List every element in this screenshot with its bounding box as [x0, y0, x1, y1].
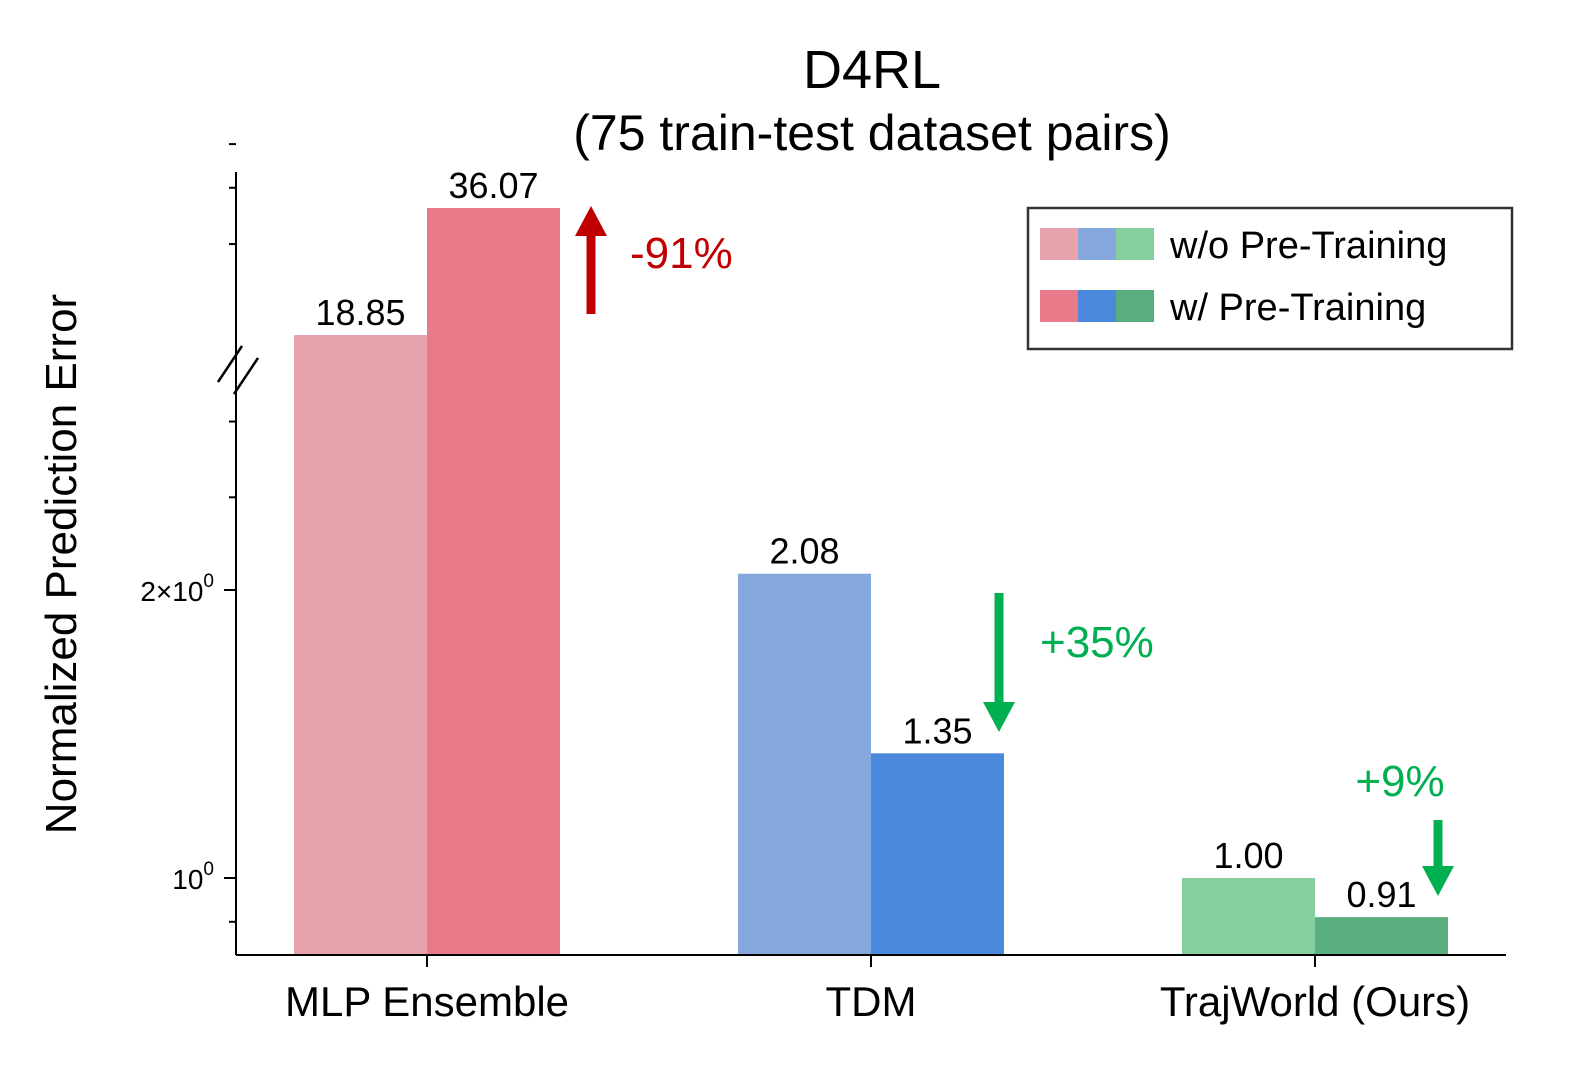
bar-with-3	[1315, 917, 1448, 955]
y-axis-label: Normalized Prediction Error	[37, 294, 86, 834]
bar-without-3	[1182, 878, 1315, 955]
x-tick-label: TrajWorld (Ours)	[1160, 978, 1470, 1025]
bar-with-2	[871, 753, 1004, 955]
bar-without-1	[294, 335, 427, 955]
arrow-head	[1422, 866, 1454, 896]
bar-without-2	[738, 573, 871, 955]
legend-swatch	[1040, 290, 1078, 322]
y-tick-label: 2×100	[140, 571, 214, 607]
axis-break-mark	[232, 357, 260, 395]
legend-swatch	[1040, 228, 1078, 260]
legend-entry-label: w/o Pre-Training	[1169, 225, 1447, 267]
bar-value-label: 0.91	[1346, 874, 1416, 915]
legend-swatch	[1116, 290, 1154, 322]
bar-value-label: 18.85	[315, 292, 405, 333]
arrow-head	[983, 702, 1015, 732]
y-tick-label: 100	[172, 859, 214, 895]
arrow-head	[575, 206, 607, 236]
bar-with-1	[427, 208, 560, 955]
change-annotation: +35%	[1040, 618, 1154, 667]
x-tick-label: MLP Ensemble	[285, 978, 569, 1025]
bar-value-label: 1.00	[1213, 835, 1283, 876]
x-tick-label: TDM	[826, 978, 917, 1025]
bar-value-label: 2.08	[769, 531, 839, 572]
legend-entry-label: w/ Pre-Training	[1169, 287, 1426, 329]
change-annotation: -91%	[630, 229, 733, 278]
legend-swatch	[1078, 290, 1116, 322]
bar-value-label: 1.35	[902, 710, 972, 751]
chart-subtitle: (75 train-test dataset pairs)	[573, 105, 1171, 161]
legend-swatch	[1116, 228, 1154, 260]
legend: w/o Pre-Training w/ Pre-Training	[1026, 206, 1514, 351]
bar-value-label: 36.07	[448, 165, 538, 206]
axis-break-mark	[216, 345, 244, 383]
plot-area: 18.85 36.07 2.08 1.35 1.00 0.91 2×100 100 MLP En…	[140, 143, 1506, 1025]
legend-swatch	[1078, 228, 1116, 260]
chart-title: D4RL	[803, 40, 941, 100]
change-annotation: +9%	[1355, 757, 1444, 806]
